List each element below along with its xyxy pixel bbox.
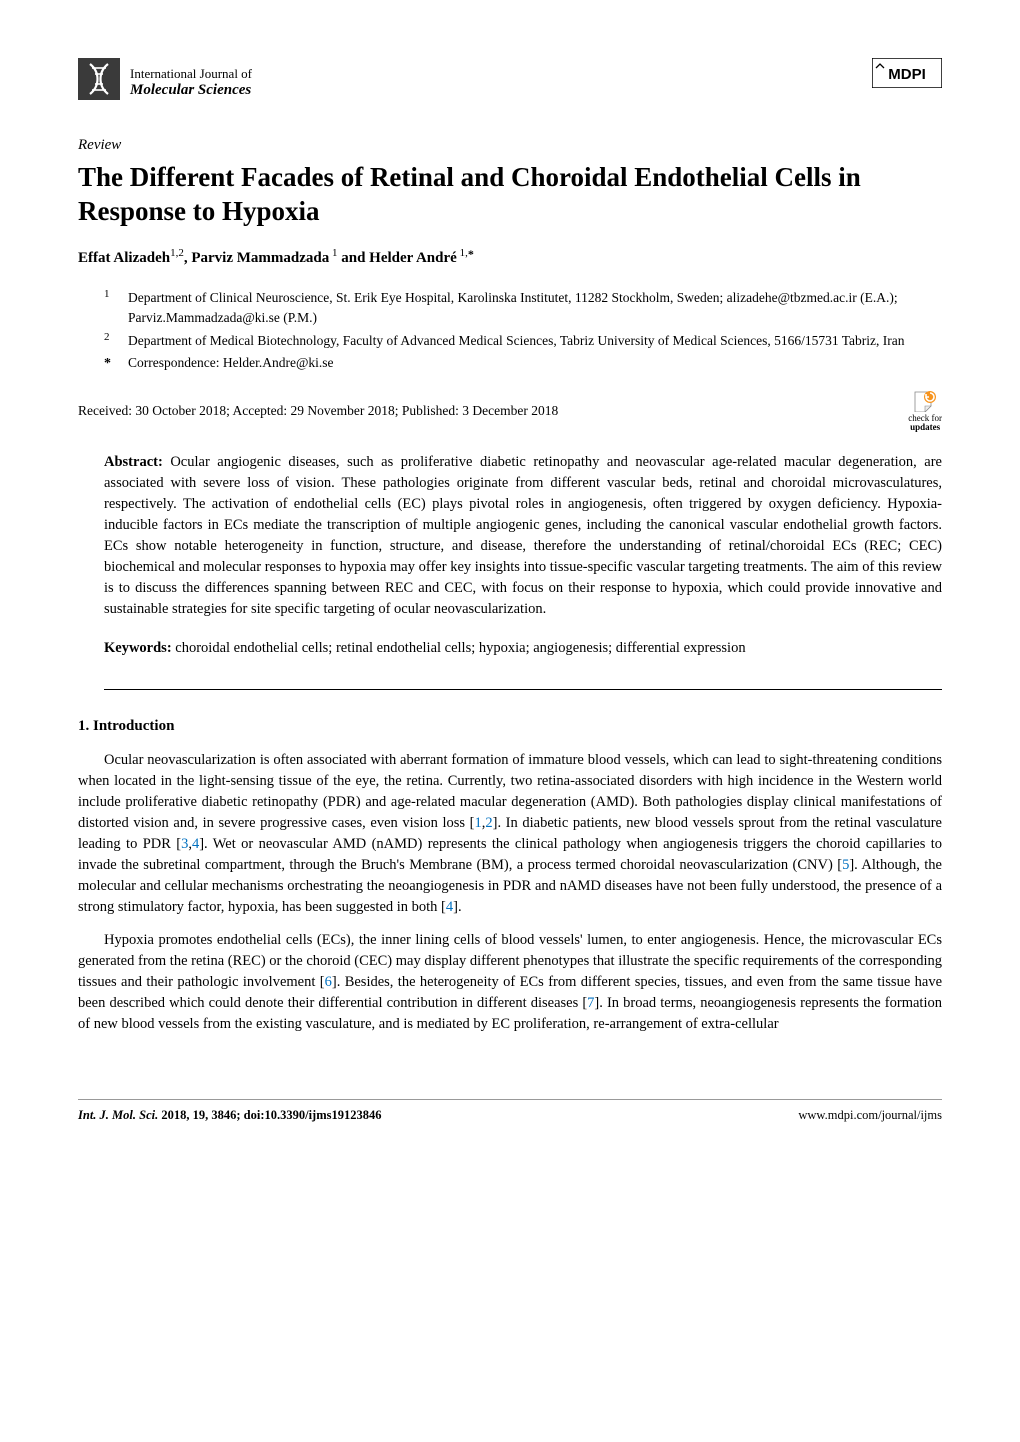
mdpi-logo: MDPI <box>872 58 942 95</box>
ref-1[interactable]: 1 <box>474 815 481 831</box>
ref-6[interactable]: 6 <box>325 974 332 990</box>
header-row: International Journal of Molecular Scien… <box>78 58 942 107</box>
article-type: Review <box>78 135 942 157</box>
corr-text: Correspondence: Helder.Andre@ki.se <box>128 353 334 374</box>
abstract-label: Abstract: <box>104 454 163 470</box>
dates-row: Received: 30 October 2018; Accepted: 29 … <box>78 390 942 433</box>
footer-left: Int. J. Mol. Sci. 2018, 19, 3846; doi:10… <box>78 1106 382 1124</box>
abstract-text: Ocular angiogenic diseases, such as prol… <box>104 454 942 617</box>
ref-2[interactable]: 2 <box>485 815 492 831</box>
p1e: ]. Wet or neovascular AMD (nAMD) represe… <box>78 836 942 873</box>
author-1-sup: 1,2 <box>170 247 184 259</box>
check-updates-line2: updates <box>908 423 942 432</box>
aff-1-text: Department of Clinical Neuroscience, St.… <box>128 288 942 329</box>
footer-journal-abbr: Int. J. Mol. Sci. <box>78 1108 158 1122</box>
author-2: , Parviz Mammadzada <box>184 250 329 266</box>
journal-name: International Journal of Molecular Scien… <box>130 66 252 100</box>
author-1: Effat Alizadeh <box>78 250 170 266</box>
intro-para-1: Ocular neovascularization is often assoc… <box>78 750 942 918</box>
dna-icon <box>78 58 120 107</box>
article-title: The Different Facades of Retinal and Cho… <box>78 161 942 229</box>
keywords-text: choroidal endothelial cells; retinal end… <box>172 640 746 656</box>
p1g: ]. <box>453 899 461 915</box>
author-3: and Helder André <box>337 250 456 266</box>
journal-name-top: International Journal of <box>130 66 252 81</box>
keywords-label: Keywords: <box>104 640 172 656</box>
author-3-star: * <box>468 247 474 261</box>
footer-citation: 2018, 19, 3846; doi:10.3390/ijms19123846 <box>158 1108 381 1122</box>
affiliation-2: 2 Department of Medical Biotechnology, F… <box>104 331 942 351</box>
aff-2-text: Department of Medical Biotechnology, Fac… <box>128 331 905 351</box>
check-updates-icon <box>911 390 939 412</box>
journal-name-bottom: Molecular Sciences <box>130 82 251 98</box>
keywords-block: Keywords: choroidal endothelial cells; r… <box>104 638 942 659</box>
authors-line: Effat Alizadeh1,2, Parviz Mammadzada 1 a… <box>78 246 942 270</box>
corr-sym: * <box>104 353 114 374</box>
dates-text: Received: 30 October 2018; Accepted: 29 … <box>78 401 558 421</box>
footer-right[interactable]: www.mdpi.com/journal/ijms <box>798 1106 942 1124</box>
aff-2-num: 2 <box>104 329 114 349</box>
mdpi-text: MDPI <box>888 66 926 83</box>
section-divider <box>104 689 942 690</box>
check-updates-badge[interactable]: check for updates <box>908 390 942 433</box>
affiliation-1: 1 Department of Clinical Neuroscience, S… <box>104 288 942 329</box>
affiliations: 1 Department of Clinical Neuroscience, S… <box>104 288 942 374</box>
footer: Int. J. Mol. Sci. 2018, 19, 3846; doi:10… <box>78 1099 942 1124</box>
journal-logo-block: International Journal of Molecular Scien… <box>78 58 252 107</box>
section-1-heading: 1. Introduction <box>78 716 942 738</box>
author-3-sup: 1, <box>457 247 468 259</box>
correspondence: * Correspondence: Helder.Andre@ki.se <box>104 353 942 374</box>
aff-1-num: 1 <box>104 286 114 327</box>
intro-para-2: Hypoxia promotes endothelial cells (ECs)… <box>78 930 942 1035</box>
abstract-block: Abstract: Ocular angiogenic diseases, su… <box>104 452 942 620</box>
